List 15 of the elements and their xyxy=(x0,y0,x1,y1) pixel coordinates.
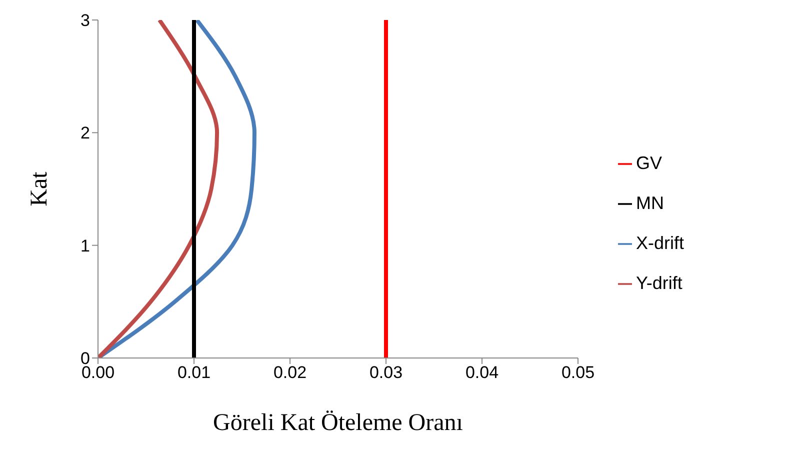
x-tick-label: 0.01 xyxy=(177,363,211,382)
x-tick-label: 0.02 xyxy=(273,363,307,382)
y-tick-label: 3 xyxy=(80,11,90,30)
y-tick-label: 2 xyxy=(80,124,90,143)
x-tick-label: 0.05 xyxy=(561,363,595,382)
y-axis-title: Kat xyxy=(26,171,53,206)
x-axis-title: Göreli Kat Öteleme Oranı xyxy=(213,410,464,436)
legend-label: MN xyxy=(636,193,664,213)
x-tick-label: 0.04 xyxy=(465,363,499,382)
legend-label: Y-drift xyxy=(636,273,682,293)
legend-label: X-drift xyxy=(636,233,684,253)
y-tick-label: 1 xyxy=(80,236,90,256)
x-tick-label: 0.03 xyxy=(369,363,403,382)
legend-label: GV xyxy=(636,153,662,173)
x-tick-label: 0.00 xyxy=(81,363,115,382)
